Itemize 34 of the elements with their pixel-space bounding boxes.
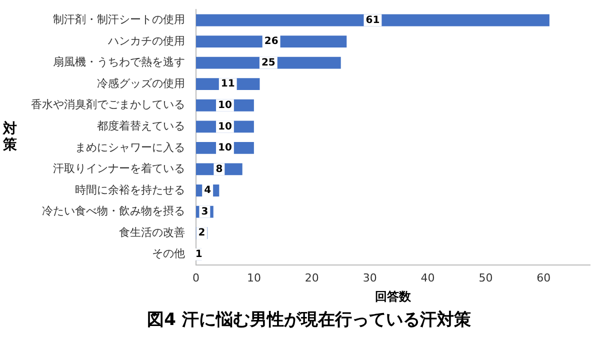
y-tick-label: 食生活の改善 bbox=[119, 226, 185, 239]
y-axis-title: 対策 bbox=[2, 120, 18, 153]
data-label: 4 bbox=[204, 185, 212, 196]
x-tick-label: 60 bbox=[536, 271, 551, 284]
y-tick-label: 汗取りインナーを着ている bbox=[53, 162, 185, 176]
data-label: 1 bbox=[195, 248, 202, 260]
y-tick-label: まめにシャワーに入る bbox=[75, 140, 185, 154]
data-label: 26 bbox=[264, 36, 278, 48]
x-axis-title: 回答数 bbox=[375, 290, 412, 304]
x-tick-label: 20 bbox=[304, 271, 319, 284]
data-label: 2 bbox=[198, 228, 206, 239]
data-label: 10 bbox=[218, 100, 232, 111]
y-tick-label: ハンカチの使用 bbox=[107, 34, 185, 48]
y-tick-label: 都度着替えている bbox=[97, 120, 185, 133]
x-tick-label: 30 bbox=[362, 271, 377, 284]
x-tick-label: 0 bbox=[192, 271, 200, 284]
data-label: 3 bbox=[201, 206, 208, 218]
data-label: 11 bbox=[220, 78, 235, 90]
y-tick-label: 扇風機・うちわで熱を逃す bbox=[53, 56, 185, 69]
y-tick-label: 冷感グッズの使用 bbox=[97, 76, 185, 90]
y-tick-label: その他 bbox=[152, 247, 185, 260]
x-tick-label: 10 bbox=[246, 271, 261, 284]
x-tick-label: 50 bbox=[478, 271, 493, 284]
data-label: 25 bbox=[261, 57, 276, 68]
text: 図4 汗に悩む男性が現在行っている汗対策 bbox=[147, 310, 471, 330]
data-label: 10 bbox=[218, 121, 232, 132]
y-tick-label: 香水や消臭剤でごまかしている bbox=[31, 98, 185, 112]
x-tick-label: 40 bbox=[420, 271, 435, 284]
data-label: 61 bbox=[366, 14, 380, 26]
data-label: 10 bbox=[218, 142, 232, 154]
y-tick-label: 制汗剤・制汗シートの使用 bbox=[53, 13, 185, 26]
y-tick-label: 時間に余裕を持たせる bbox=[75, 183, 185, 196]
data-label: 8 bbox=[216, 164, 223, 175]
y-tick-label: 冷たい食べ物・飲み物を摂る bbox=[42, 204, 185, 218]
